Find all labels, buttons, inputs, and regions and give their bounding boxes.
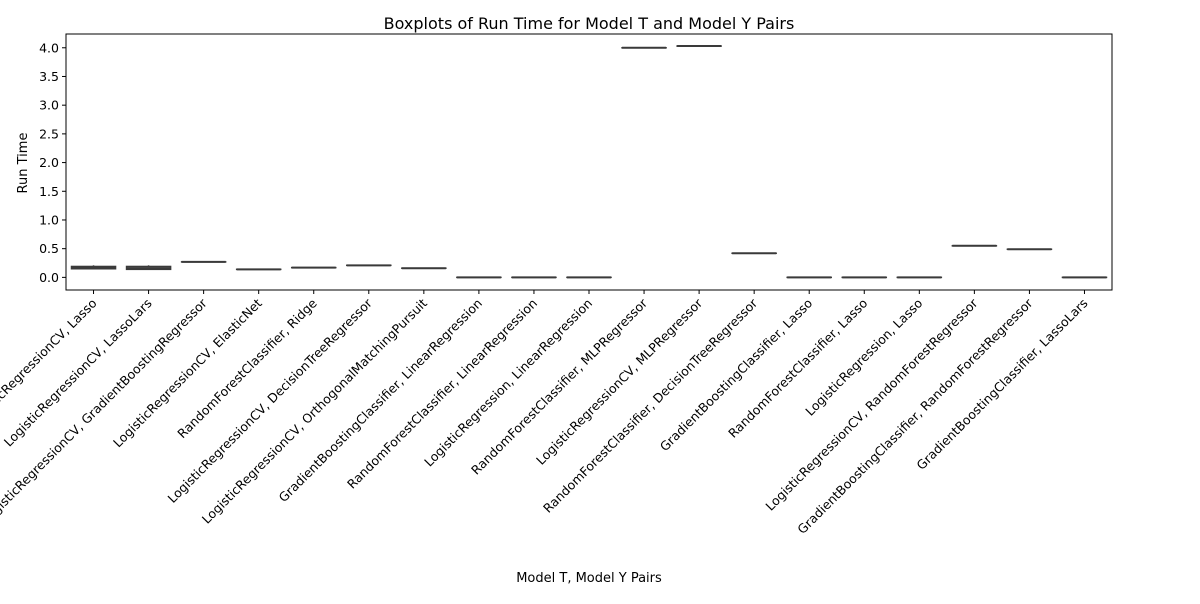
x-tick-label: LogisticRegressionCV, DecisionTreeRegres… — [165, 295, 376, 506]
y-tick-label: 2.5 — [39, 126, 59, 141]
x-tick-label: GradientBoostingClassifier, LinearRegres… — [276, 296, 485, 505]
chart-title: Boxplots of Run Time for Model T and Mod… — [384, 14, 795, 33]
x-tick-label: RandomForestClassifier, LinearRegression — [344, 296, 540, 492]
y-tick-label: 1.5 — [39, 184, 59, 199]
y-axis-label: Run Time — [16, 133, 31, 194]
x-axis-label: Model T, Model Y Pairs — [516, 571, 662, 586]
y-tick-label: 3.0 — [39, 98, 59, 113]
x-tick-label: LogisticRegressionCV, RandomForestRegres… — [762, 295, 981, 514]
y-tick-label: 2.0 — [39, 155, 59, 170]
y-tick-label: 3.5 — [39, 69, 59, 84]
plot-area: 0.0 0.5 1.0 1.5 2.0 2.5 3.0 3.5 4.0 LogisticRegre… — [0, 34, 1112, 537]
y-tick-label: 1.0 — [39, 212, 59, 227]
y-tick-label: 4.0 — [39, 40, 59, 55]
plot-frame — [66, 34, 1112, 290]
y-tick-label: 0.0 — [39, 270, 59, 285]
y-tick-label: 0.5 — [39, 241, 59, 256]
